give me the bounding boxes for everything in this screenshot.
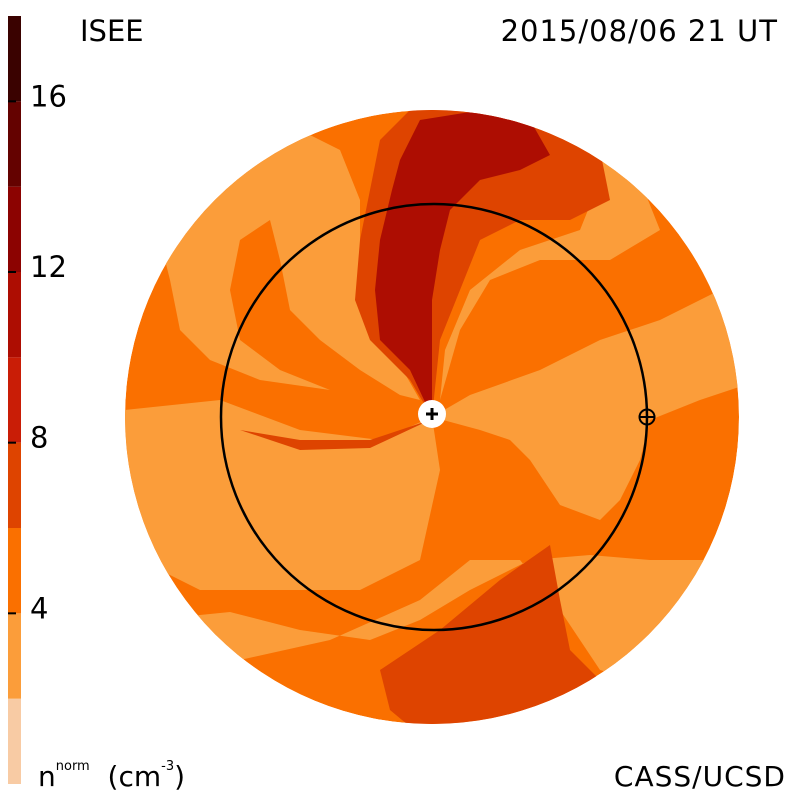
unit-close: ) (174, 760, 186, 793)
colorbar-tick-label: 8 (30, 421, 48, 455)
unit-superscript: -3 (161, 758, 175, 774)
colorbar (8, 16, 21, 784)
credit-label: CASS/UCSD (613, 760, 786, 793)
unit-open: (cm (107, 760, 162, 793)
colorbar-segment (8, 528, 21, 614)
colorbar-segment (8, 442, 21, 528)
colorbar-segment (8, 16, 21, 102)
colorbar-segment (8, 613, 21, 699)
light-region-southwest-arm (150, 555, 739, 700)
core-region-north (375, 112, 550, 417)
datetime-label: 2015/08/06 21 UT (500, 14, 778, 48)
earth-marker (638, 408, 656, 426)
colorbar-segment (8, 698, 21, 784)
quantity-superscript: norm (55, 758, 90, 774)
colorbar-ticks: 16 12 8 4 (8, 79, 67, 625)
colorbar-units-label: nnorm (cm-3) (38, 758, 186, 793)
light-region-east (432, 280, 739, 520)
org-label: ISEE (80, 14, 144, 48)
colorbar-segment (8, 101, 21, 187)
dark-region-south (380, 545, 620, 724)
sun-marker (418, 400, 446, 428)
quantity-symbol: n (38, 760, 56, 793)
colorbar-segment (8, 357, 21, 443)
colorbar-tick-label: 12 (30, 250, 67, 284)
colorbar-segment (8, 186, 21, 272)
colorbar-tick-label: 16 (30, 79, 67, 113)
colorbar-tick-label: 4 (30, 591, 48, 625)
streak-west (240, 420, 430, 450)
colorbar-segment (8, 272, 21, 358)
